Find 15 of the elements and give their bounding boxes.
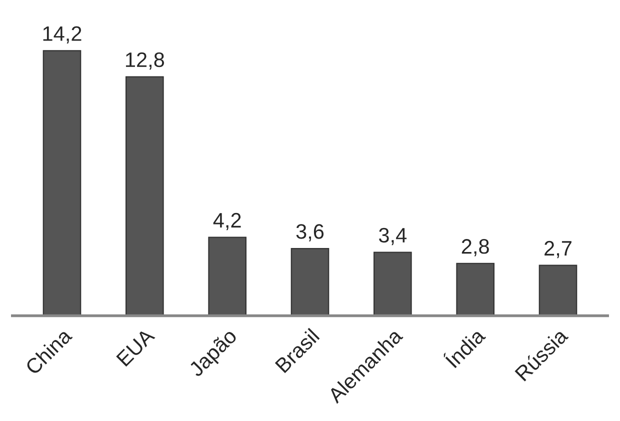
data-label: 3,6	[296, 224, 324, 242]
bar	[126, 76, 164, 316]
bar	[456, 262, 494, 316]
bar	[374, 252, 412, 316]
data-label: 12,8	[126, 52, 164, 70]
data-label: 2,7	[544, 240, 572, 258]
bar	[290, 248, 330, 316]
bar	[538, 264, 578, 316]
data-label: 2,8	[462, 239, 489, 256]
data-label: 4,2	[213, 212, 241, 230]
bar	[208, 236, 246, 316]
bar	[42, 50, 82, 316]
data-label: 14,2	[43, 26, 82, 44]
data-label: 3,4	[378, 228, 407, 246]
x-tick-label: EUA	[116, 327, 156, 367]
